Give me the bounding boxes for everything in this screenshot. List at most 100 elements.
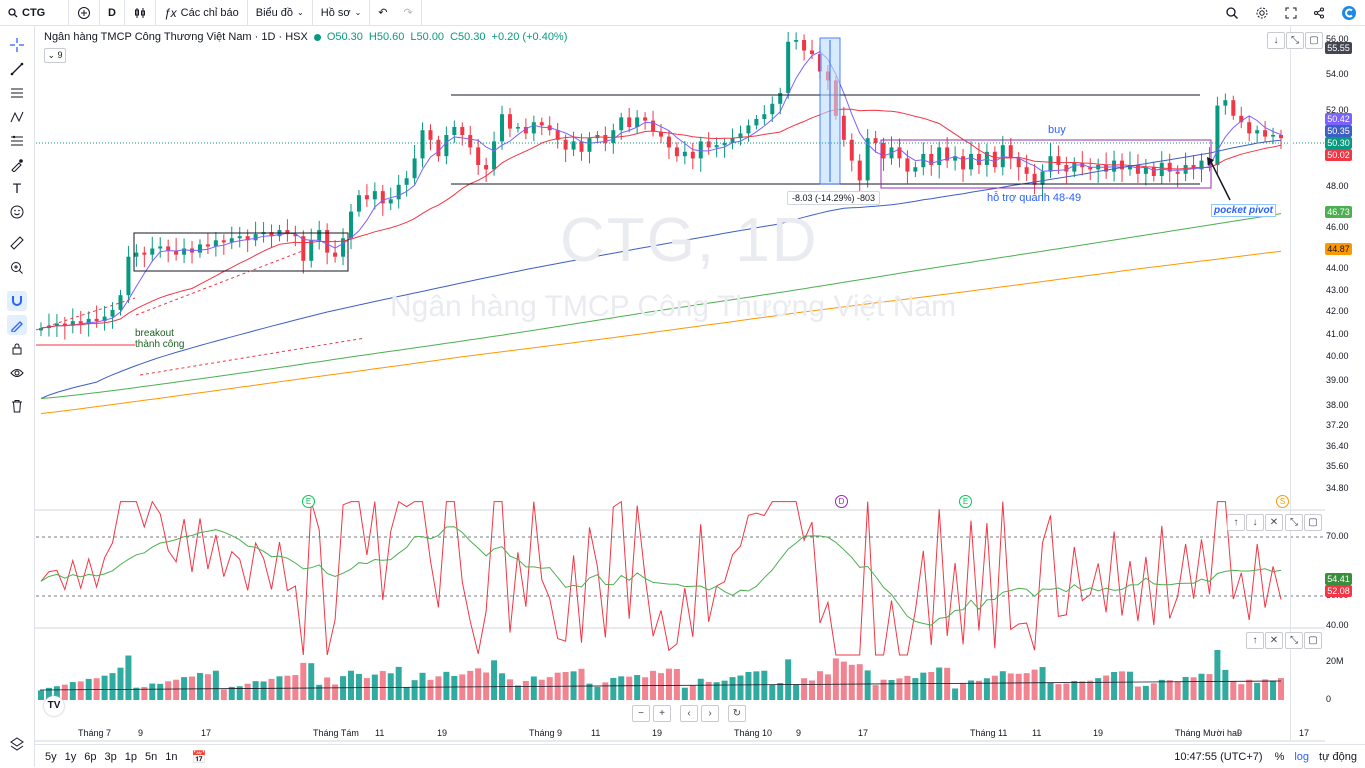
- compare-button[interactable]: [69, 0, 100, 25]
- range-5n[interactable]: 5n: [145, 750, 158, 763]
- scroll-right-button[interactable]: ›: [701, 705, 719, 722]
- status-dot: [313, 33, 321, 41]
- log-toggle[interactable]: log: [1294, 750, 1310, 763]
- range-5y[interactable]: 5y: [45, 750, 57, 763]
- layers-tool[interactable]: [7, 734, 27, 754]
- volume-bar: [681, 687, 688, 700]
- volume-bar: [1126, 671, 1133, 700]
- fullscreen-button[interactable]: [1277, 0, 1305, 25]
- rsi-close-button[interactable]: ✕: [1265, 514, 1283, 531]
- zoom-search-button[interactable]: [1217, 0, 1247, 25]
- candle-body: [110, 309, 115, 317]
- event-earnings-2[interactable]: E: [959, 495, 972, 508]
- vol-maximize-button[interactable]: ▢: [1304, 632, 1322, 649]
- redo-button[interactable]: ↷: [396, 0, 422, 25]
- interval-button[interactable]: D: [100, 0, 125, 25]
- emoji-tool[interactable]: [7, 202, 27, 222]
- candle-body: [412, 158, 417, 179]
- legend-count: 9: [57, 50, 63, 60]
- candle-body: [1279, 135, 1283, 139]
- chart-menu-button[interactable]: Biểu đồ ⌄: [248, 0, 313, 25]
- share-button[interactable]: [1305, 0, 1333, 25]
- volume-bar: [586, 683, 593, 700]
- crosshair-tool[interactable]: [7, 35, 27, 55]
- volume-bar: [483, 672, 490, 700]
- interval-label: D: [108, 6, 116, 19]
- event-dividend[interactable]: D: [835, 495, 848, 508]
- pane-maximize-button[interactable]: ▢: [1305, 32, 1323, 49]
- candle-body: [341, 238, 346, 257]
- range-1n[interactable]: 1n: [165, 750, 178, 763]
- zoom-in-button[interactable]: +: [653, 705, 671, 722]
- zoom-tool[interactable]: [7, 258, 27, 278]
- pane-collapse-button[interactable]: ⤡: [1286, 32, 1304, 49]
- rsi-maximize-button[interactable]: ▢: [1304, 514, 1322, 531]
- vol-collapse-button[interactable]: ⤡: [1285, 632, 1303, 649]
- range-3p[interactable]: 3p: [104, 750, 117, 763]
- fib-tool[interactable]: [7, 83, 27, 103]
- volume-bar: [443, 671, 450, 700]
- candle-body: [595, 135, 600, 139]
- magnet-tool[interactable]: [7, 291, 27, 311]
- layers-icon: [10, 737, 24, 751]
- zoom-in-icon: [11, 262, 23, 274]
- volume-bar: [983, 678, 990, 700]
- range-1p[interactable]: 1p: [124, 750, 137, 763]
- vol-up-button[interactable]: ↑: [1246, 632, 1264, 649]
- settings-button[interactable]: [1247, 0, 1277, 25]
- volume-bar: [602, 682, 609, 700]
- volume-bar: [141, 687, 148, 700]
- rsi-collapse-button[interactable]: ⤡: [1285, 514, 1303, 531]
- trash-icon: [12, 400, 22, 413]
- lock-tool[interactable]: [7, 339, 27, 359]
- measure-tool[interactable]: [7, 233, 27, 253]
- candle-body: [261, 232, 266, 235]
- event-split[interactable]: S: [1276, 495, 1289, 508]
- scroll-left-button[interactable]: ‹: [680, 705, 698, 722]
- rsi-up-button[interactable]: ↑: [1227, 514, 1245, 531]
- volume-bar: [673, 668, 680, 700]
- pattern-tool[interactable]: [7, 107, 27, 127]
- brush-tool[interactable]: [7, 155, 27, 175]
- range-1y[interactable]: 1y: [64, 750, 77, 763]
- event-earnings-1[interactable]: E: [302, 495, 315, 508]
- measure-label: -8.03 (-14.29%) -803: [787, 191, 881, 205]
- percent-toggle[interactable]: %: [1274, 750, 1285, 763]
- candle-body: [1064, 165, 1069, 172]
- zoom-out-button[interactable]: −: [632, 705, 650, 722]
- trendline-tool[interactable]: [7, 59, 27, 79]
- stay-in-drawing-tool[interactable]: [7, 315, 27, 335]
- volume-bar: [165, 681, 172, 700]
- x-tick: Tháng 7: [78, 728, 112, 738]
- vol-close-button[interactable]: ✕: [1265, 632, 1283, 649]
- symbol-search[interactable]: CTG: [0, 0, 69, 25]
- candle-body: [714, 145, 719, 148]
- candle-body: [603, 135, 608, 143]
- maximize-icon: ▢: [1309, 35, 1319, 46]
- volume-bar: [1142, 685, 1149, 700]
- prediction-tool[interactable]: [7, 131, 27, 151]
- auto-toggle[interactable]: tự động: [1319, 750, 1357, 763]
- legend-collapse-button[interactable]: ⌄ 9: [44, 48, 66, 63]
- volume-bar: [737, 675, 744, 700]
- candle-body: [873, 138, 878, 143]
- candle-body: [1215, 105, 1220, 165]
- volume-bar: [705, 681, 712, 700]
- text-tool[interactable]: T: [7, 178, 27, 198]
- plus-icon: +: [659, 708, 665, 719]
- profile-menu-button[interactable]: Hồ sơ ⌄: [313, 0, 371, 25]
- delete-tool[interactable]: [7, 396, 27, 416]
- price-scale[interactable]: [1290, 26, 1365, 741]
- chart-type-button[interactable]: [125, 0, 156, 25]
- reset-button[interactable]: ↻: [728, 705, 746, 722]
- goto-date-icon[interactable]: 📅: [191, 749, 207, 764]
- x-tick: 17: [201, 728, 212, 738]
- hide-tool[interactable]: [7, 363, 27, 383]
- range-6p[interactable]: 6p: [84, 750, 97, 763]
- undo-button[interactable]: ↶: [370, 0, 395, 25]
- indicators-button[interactable]: ƒx Các chỉ báo: [156, 0, 248, 25]
- candle-body: [1167, 162, 1172, 172]
- pane-down-button[interactable]: ↓: [1267, 32, 1285, 49]
- rsi-down-button[interactable]: ↓: [1246, 514, 1264, 531]
